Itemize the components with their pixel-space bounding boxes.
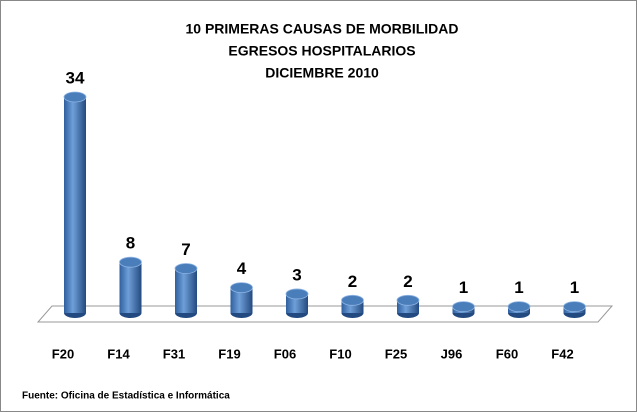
x-tick-label: F20 — [52, 346, 74, 361]
bar-top — [119, 256, 142, 268]
x-tick-label: F19 — [218, 346, 240, 361]
data-label: 34 — [66, 68, 85, 87]
bar — [230, 287, 253, 313]
bar — [64, 97, 86, 313]
x-tick-label: F06 — [274, 346, 296, 361]
bar-top — [563, 301, 586, 313]
source-note: Fuente: Oficina de Estadística e Informá… — [22, 391, 230, 402]
bar-top — [507, 301, 531, 313]
data-label: 4 — [237, 259, 247, 278]
data-label: 8 — [126, 234, 135, 253]
bar-top — [396, 294, 420, 306]
bar-top — [174, 263, 198, 274]
bar-top — [230, 282, 253, 293]
chart-title: EGRESOS HOSPITALARIOS — [228, 43, 415, 59]
bar-top — [63, 91, 87, 103]
data-label: 2 — [348, 272, 357, 291]
data-label: 1 — [570, 278, 579, 297]
x-tick-label: F14 — [107, 346, 130, 361]
x-tick-label: F10 — [329, 346, 351, 361]
data-label: 1 — [459, 278, 468, 297]
bar — [119, 262, 142, 313]
data-label: 2 — [403, 272, 412, 291]
x-tick-label: F25 — [385, 346, 407, 361]
data-label: 7 — [181, 240, 190, 259]
bar-top — [341, 294, 364, 306]
data-label: 3 — [292, 265, 301, 284]
x-tick-label: F42 — [551, 346, 573, 361]
chart-title: DICIEMBRE 2010 — [265, 65, 379, 81]
chart-title: 10 PRIMERAS CAUSAS DE MORBILIDAD — [185, 21, 458, 37]
bar-top — [452, 301, 475, 313]
bar-top — [285, 288, 309, 300]
data-label: 1 — [514, 278, 523, 297]
bar — [286, 293, 308, 313]
bar — [175, 268, 197, 313]
x-tick-label: F60 — [496, 346, 518, 361]
x-tick-label: J96 — [441, 346, 463, 361]
x-tick-label: F31 — [163, 346, 185, 361]
